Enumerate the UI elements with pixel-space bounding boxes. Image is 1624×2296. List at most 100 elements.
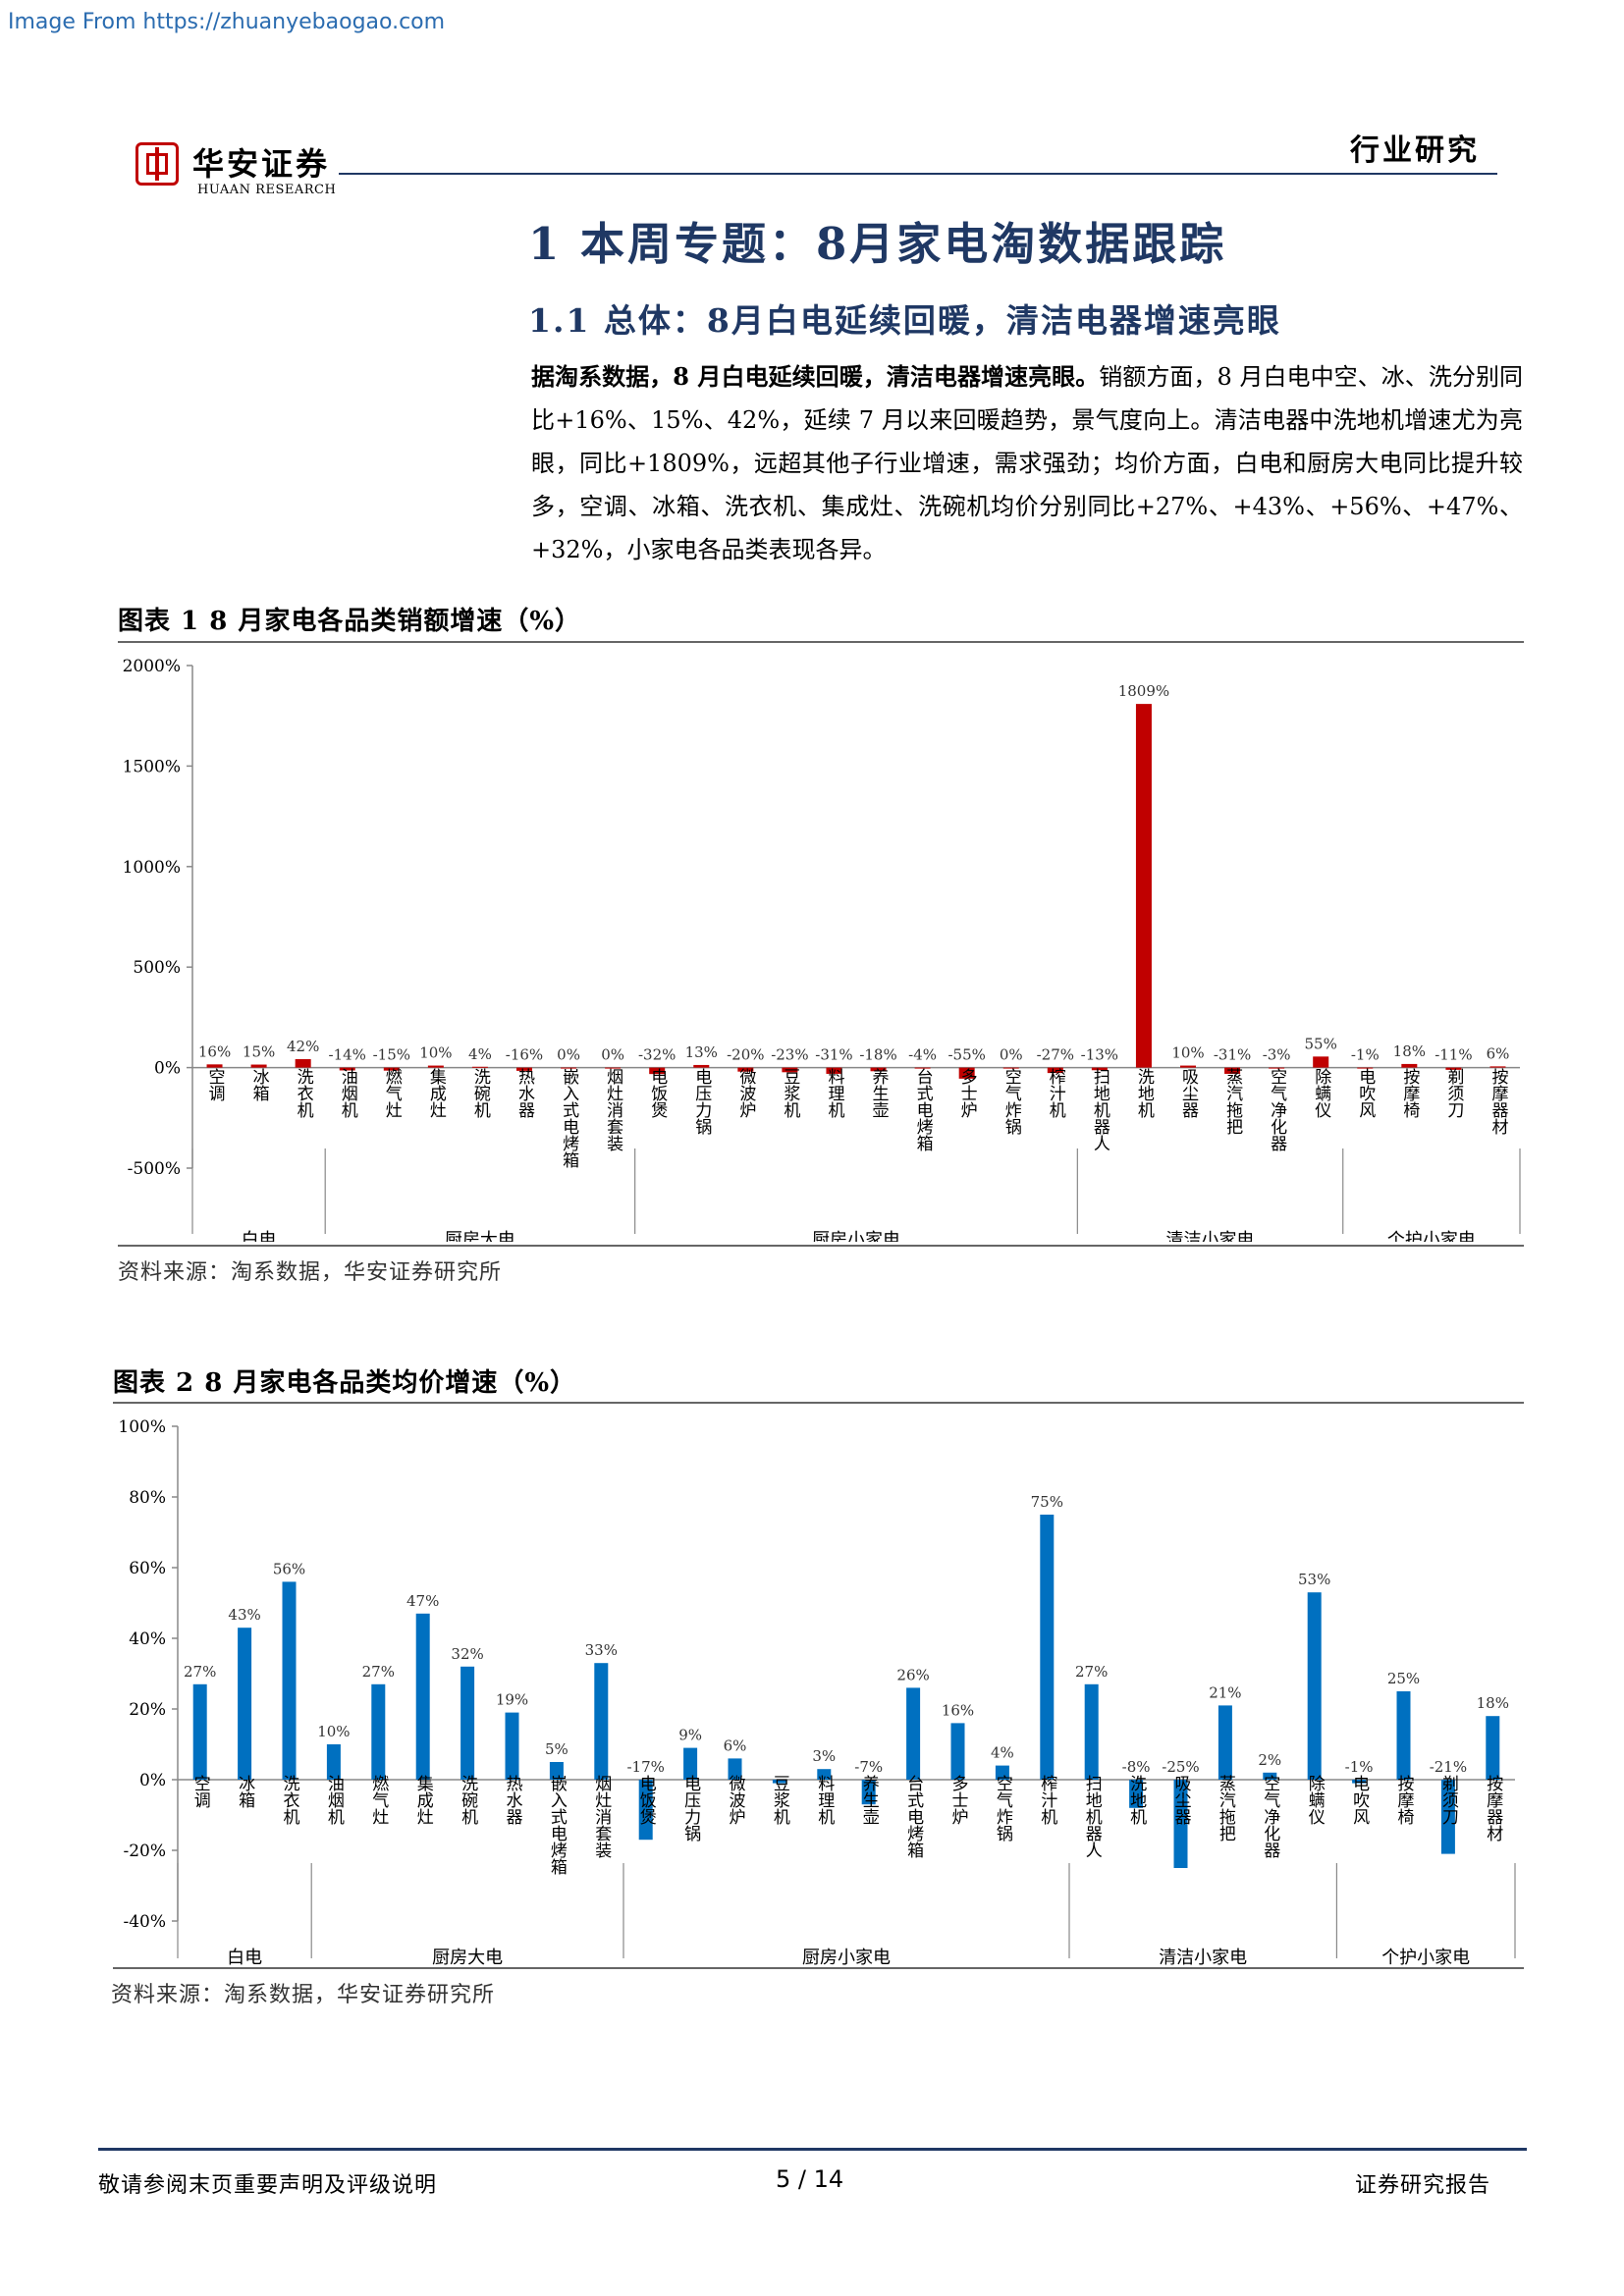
section-label: 行业研究	[1350, 133, 1480, 168]
page-number: 5 / 14	[776, 2165, 844, 2193]
data-label: -31%	[1214, 1046, 1251, 1064]
category-label: 空气净化器	[1260, 1775, 1280, 1858]
data-label: -3%	[1263, 1046, 1291, 1064]
bar	[817, 1769, 832, 1780]
category-label: 多士炉	[948, 1775, 969, 1825]
brand-subtitle: HUAAN RESEARCH	[197, 183, 337, 197]
category-label: 热水器	[514, 1068, 535, 1118]
bar	[282, 1581, 297, 1780]
bar	[1047, 1067, 1063, 1074]
data-label: 25%	[1387, 1670, 1420, 1687]
paragraph-body: 销额方面，8 月白电中空、冰、洗分别同比+16%、15%、42%，延续 7 月以…	[531, 363, 1523, 563]
category-label: 养生壶	[859, 1775, 880, 1825]
category-label: 油烟机	[338, 1068, 358, 1118]
data-label: -21%	[1430, 1758, 1467, 1776]
category-label: 电饭煲	[636, 1775, 657, 1825]
bar	[950, 1723, 965, 1780]
data-label: -7%	[854, 1758, 883, 1776]
figure1-bottom-rule	[118, 1245, 1524, 1247]
category-label: 冰箱	[249, 1068, 270, 1101]
bar	[649, 1067, 666, 1075]
bar	[1445, 1067, 1462, 1070]
data-label: 6%	[1487, 1044, 1510, 1062]
data-label: 4%	[991, 1744, 1014, 1762]
category-label: 洗地机	[1126, 1775, 1147, 1825]
category-label: 烟灶消套装	[591, 1775, 612, 1858]
data-label: -20%	[727, 1046, 764, 1064]
y-tick-label: 100%	[118, 1417, 166, 1437]
data-label: 55%	[1305, 1035, 1337, 1052]
y-tick-label: 80%	[129, 1488, 166, 1508]
watermark-text[interactable]: Image From https://zhuanyebaogao.com	[8, 10, 446, 34]
data-label: -31%	[815, 1046, 852, 1064]
group-label: 厨房大电	[445, 1230, 515, 1242]
y-tick-label: 1000%	[123, 858, 181, 878]
bar	[1091, 1067, 1108, 1071]
category-label: 除螨仪	[1305, 1775, 1326, 1825]
bar	[383, 1067, 400, 1071]
data-label: -14%	[329, 1046, 366, 1064]
category-label: 空气炸锅	[1001, 1068, 1022, 1136]
huaan-logo-icon	[135, 142, 179, 186]
data-label: 27%	[1075, 1663, 1108, 1681]
bar	[206, 1064, 223, 1068]
data-label: -1%	[1351, 1046, 1380, 1064]
bar	[1440, 1780, 1455, 1854]
figure1-source: 资料来源：淘系数据，华安证券研究所	[118, 1260, 503, 1285]
bar	[471, 1066, 488, 1068]
data-label: 33%	[585, 1641, 618, 1659]
category-label: 洗碗机	[458, 1775, 478, 1825]
chart2-avg-price-growth: -40% -20% 0% 20% 40% 60% 80% 100% 27% 43% 56% 10% 27…	[118, 1417, 1516, 1965]
data-label: -15%	[373, 1046, 410, 1064]
data-label: 27%	[184, 1663, 216, 1681]
y-tick-label: 0%	[154, 1059, 181, 1079]
category-label: 蒸汽拖把	[1216, 1775, 1236, 1842]
bar	[870, 1067, 887, 1072]
category-label: 洗衣机	[294, 1068, 314, 1118]
data-label: -8%	[1122, 1758, 1151, 1776]
data-label: 56%	[273, 1560, 305, 1577]
data-label: -4%	[908, 1046, 937, 1064]
bar	[728, 1758, 742, 1780]
category-label: 微波炉	[726, 1775, 746, 1825]
category-label: 空调	[205, 1068, 226, 1102]
bar	[772, 1780, 786, 1784]
group-label: 厨房大电	[432, 1948, 503, 1965]
data-label: 27%	[362, 1663, 395, 1681]
data-label: -18%	[859, 1046, 896, 1064]
data-label: 9%	[678, 1727, 702, 1744]
category-label: 吸尘器	[1171, 1775, 1192, 1825]
category-label: 按摩椅	[1399, 1068, 1420, 1118]
bar	[505, 1712, 519, 1780]
group-label: 厨房小家电	[802, 1948, 891, 1965]
category-label: 多士炉	[957, 1068, 978, 1118]
data-label: -13%	[1081, 1046, 1118, 1064]
bar	[605, 1067, 622, 1069]
bar	[1040, 1515, 1055, 1780]
y-tick-label: -500%	[128, 1159, 181, 1179]
bar	[1489, 1066, 1506, 1068]
data-label: -27%	[1037, 1046, 1074, 1064]
bar	[958, 1067, 975, 1079]
footer-divider	[98, 2148, 1527, 2151]
bar	[1396, 1691, 1411, 1780]
group-label: 白电	[227, 1948, 262, 1965]
category-label: 热水器	[503, 1775, 523, 1825]
category-label: 按摩椅	[1394, 1775, 1415, 1825]
bar	[1263, 1772, 1277, 1780]
category-label: 蒸汽拖把	[1222, 1068, 1243, 1136]
category-label: 嵌入式电烤箱	[559, 1068, 579, 1168]
data-label: 4%	[468, 1045, 492, 1063]
category-label: 按摩器材	[1488, 1068, 1508, 1135]
data-label: 43%	[228, 1606, 260, 1624]
figure2-title: 图表 2 8 月家电各品类均价增速（%）	[113, 1368, 577, 1398]
category-label: 电压力锅	[680, 1775, 701, 1842]
bar	[1135, 704, 1152, 1068]
category-label: 榨汁机	[1046, 1068, 1066, 1118]
data-label: 18%	[1393, 1042, 1426, 1060]
heading-2: 1.1 总体：8月白电延续回暖，清洁电器增速亮眼	[528, 301, 1281, 340]
category-label: 料理机	[824, 1068, 844, 1118]
bar	[638, 1780, 653, 1841]
data-label: 21%	[1209, 1683, 1241, 1701]
group-label: 个护小家电	[1387, 1230, 1476, 1242]
